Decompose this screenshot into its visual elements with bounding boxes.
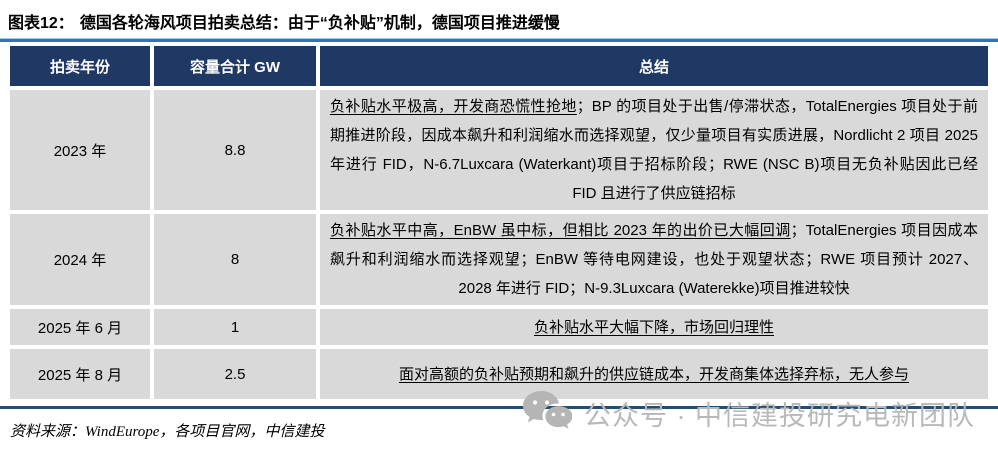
data-source-note: 资料来源：WindEurope，各项目官网，中信建投 [10, 424, 325, 440]
cell-capacity-2024: 8 [154, 214, 316, 305]
cell-summary-2023: 负补贴水平极高，开发商恐慌性抢地；BP 的项目处于出售/停滞状态，TotalEn… [320, 90, 988, 210]
summary-underlined-text: 负补贴水平中高，EnBW 虽中标，但相比 2023 年的出价已大幅回调 [330, 222, 791, 239]
summary-underlined-text: 负补贴水平大幅下降，市场回归理性 [533, 318, 774, 336]
title-divider-line [0, 38, 998, 42]
auction-summary-table: 拍卖年份 容量合计 GW 总结 2023 年 8.8 负补贴水平极高，开发商恐慌… [6, 42, 992, 403]
table-row: 2025 年 8 月 2.5 面对高额的负补贴预期和飙升的供应链成本，开发商集体… [10, 349, 988, 399]
cell-year-2023: 2023 年 [10, 90, 150, 210]
summary-rest-text: ；TotalEnergies 项目因成本飙升和利润缩水而选择观望；EnBW 等待… [330, 222, 978, 297]
cell-capacity-2025-08: 2.5 [154, 349, 316, 399]
table-row: 2025 年 6 月 1 负补贴水平大幅下降，市场回归理性 [10, 309, 988, 345]
header-capacity: 容量合计 GW [154, 46, 316, 86]
wechat-icon [522, 390, 573, 437]
figure-title-text: 德国各轮海风项目拍卖总结：由于“负补贴”机制，德国项目推进缓慢 [79, 15, 560, 32]
watermark-text: 公众号 · 中信建投研究电新团队 [584, 401, 975, 431]
cell-summary-2025-06: 负补贴水平大幅下降，市场回归理性 [320, 309, 988, 345]
table-header-row: 拍卖年份 容量合计 GW 总结 [10, 46, 988, 86]
cell-year-2025-06: 2025 年 6 月 [10, 309, 150, 345]
header-summary: 总结 [320, 46, 988, 86]
bottom-divider-line [0, 406, 998, 409]
figure-title: 图表12： 德国各轮海风项目拍卖总结：由于“负补贴”机制，德国项目推进缓慢 [0, 0, 998, 38]
cell-capacity-2023: 8.8 [154, 90, 316, 210]
summary-rest-text: ；BP 的项目处于出售/停滞状态，TotalEnergies 项目处于前期推进阶… [330, 98, 978, 202]
cell-year-2025-08: 2025 年 8 月 [10, 349, 150, 399]
cell-year-2024: 2024 年 [10, 214, 150, 305]
cell-summary-2024: 负补贴水平中高，EnBW 虽中标，但相比 2023 年的出价已大幅回调；Tota… [320, 214, 988, 305]
summary-underlined-text: 面对高额的负补贴预期和飙升的供应链成本，开发商集体选择弃标，无人参与 [398, 365, 909, 383]
table-row: 2024 年 8 负补贴水平中高，EnBW 虽中标，但相比 2023 年的出价已… [10, 214, 988, 305]
cell-summary-2025-08: 面对高额的负补贴预期和飙升的供应链成本，开发商集体选择弃标，无人参与 [320, 349, 988, 399]
summary-underlined-text: 负补贴水平极高，开发商恐慌性抢地 [330, 98, 577, 115]
table-row: 2023 年 8.8 负补贴水平极高，开发商恐慌性抢地；BP 的项目处于出售/停… [10, 90, 988, 210]
header-auction-year: 拍卖年份 [10, 46, 150, 86]
cell-capacity-2025-06: 1 [154, 309, 316, 345]
figure-number-label: 图表12： [8, 15, 74, 32]
wechat-watermark: 公众号 · 中信建投研究电新团队 [522, 390, 975, 437]
